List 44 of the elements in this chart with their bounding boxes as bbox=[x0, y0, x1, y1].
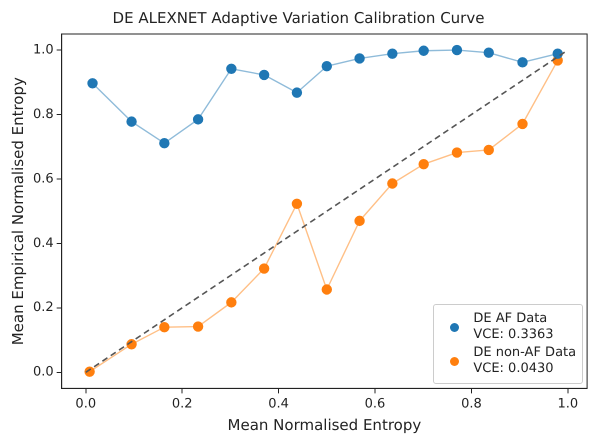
point bbox=[258, 263, 270, 274]
x-tick-label: 1.0 bbox=[557, 396, 578, 412]
point bbox=[226, 297, 237, 308]
x-tick-label: 0.2 bbox=[172, 396, 193, 412]
point bbox=[292, 87, 302, 98]
x-tick-label: 0.4 bbox=[268, 396, 289, 412]
legend-label: DE AF Data VCE: 0.3363 bbox=[473, 311, 554, 344]
y-tick-label: 1.0 bbox=[32, 42, 54, 58]
point bbox=[322, 61, 332, 72]
point bbox=[418, 158, 429, 170]
point bbox=[484, 47, 494, 58]
point bbox=[192, 321, 204, 332]
point bbox=[387, 48, 398, 59]
point bbox=[354, 53, 365, 64]
point bbox=[418, 46, 429, 56]
x-axis-title: Mean Normalised Entropy bbox=[228, 416, 422, 434]
point bbox=[126, 116, 137, 127]
legend-label: DE non-AF Data VCE: 0.0430 bbox=[473, 345, 576, 378]
point bbox=[292, 198, 302, 209]
y-tick-label: 0.2 bbox=[32, 300, 54, 316]
point bbox=[159, 138, 170, 148]
point bbox=[322, 284, 332, 295]
y-tick-label: 0.6 bbox=[32, 171, 54, 186]
x-tick-label: 0.0 bbox=[75, 396, 96, 412]
point bbox=[517, 118, 528, 130]
point bbox=[354, 216, 365, 226]
point bbox=[387, 178, 398, 189]
chart-title: DE ALEXNET Adaptive Variation Calibration Curve bbox=[112, 8, 484, 27]
point bbox=[258, 70, 270, 80]
point bbox=[517, 57, 528, 68]
point bbox=[484, 144, 494, 156]
point bbox=[452, 44, 462, 56]
x-tick-label: 0.8 bbox=[461, 396, 482, 412]
y-tick-label: 0.4 bbox=[32, 236, 54, 251]
x-tick-label: 0.6 bbox=[364, 396, 386, 412]
point bbox=[552, 48, 563, 59]
y-axis-title: Mean Empirical Normalised Entropy bbox=[8, 76, 27, 346]
point bbox=[192, 114, 204, 125]
point bbox=[452, 147, 462, 158]
point bbox=[226, 64, 237, 74]
point bbox=[159, 322, 170, 332]
y-tick-label: 0.0 bbox=[32, 364, 54, 380]
y-tick-label: 0.8 bbox=[32, 106, 54, 122]
point bbox=[87, 78, 98, 88]
